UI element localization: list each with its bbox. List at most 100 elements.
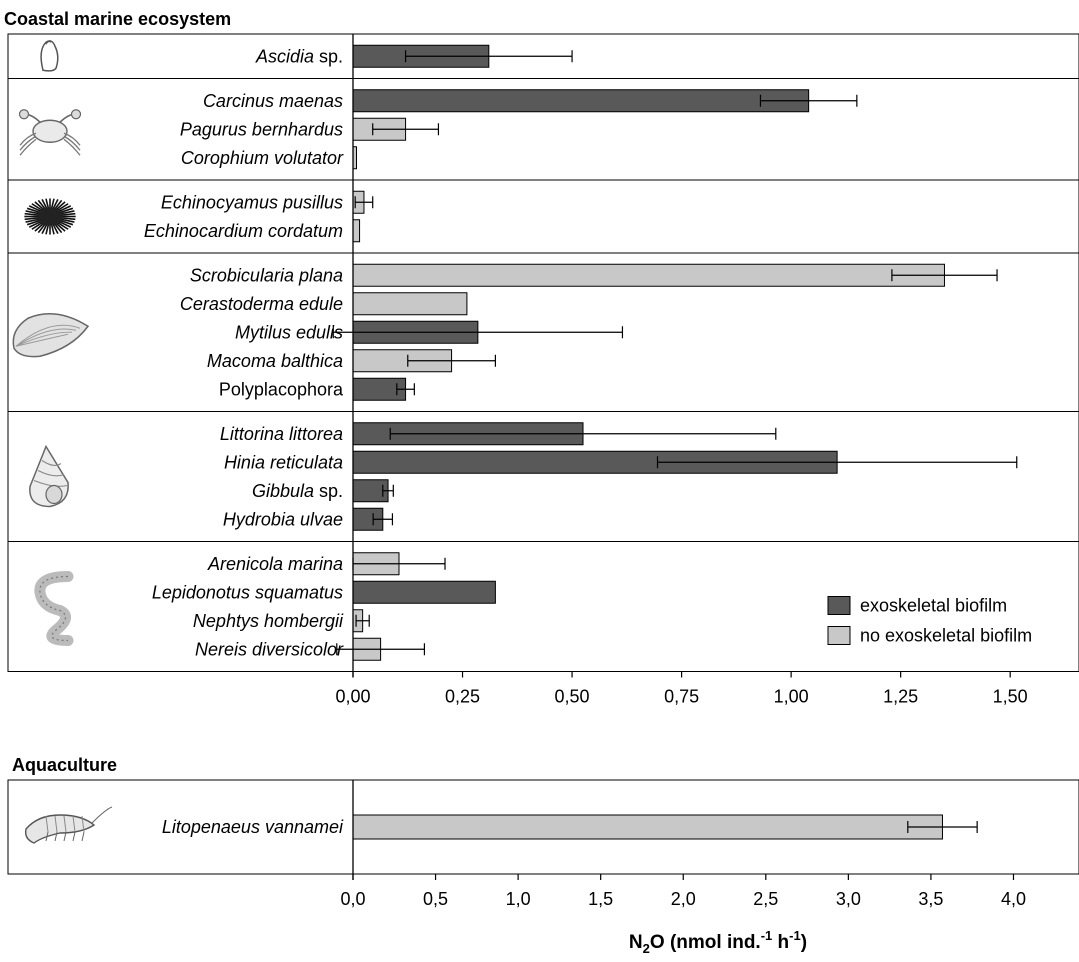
urchin-spine bbox=[50, 198, 55, 209]
shrimp-leg bbox=[45, 831, 49, 842]
species-group-0: Litopenaeus vannamei bbox=[24, 806, 978, 844]
urchin-spine bbox=[28, 205, 43, 213]
x-tick-label: 2,0 bbox=[671, 889, 696, 909]
species-label-littorina-littorea: Littorina littorea bbox=[220, 424, 343, 444]
crab-leg bbox=[19, 135, 37, 151]
mussel-growth-line bbox=[15, 331, 73, 347]
urchin-spine bbox=[31, 203, 44, 212]
species-label-macoma-balthica: Macoma balthica bbox=[207, 351, 343, 371]
species-name: Macoma balthica bbox=[207, 351, 343, 371]
x-tick-label: 1,00 bbox=[774, 687, 809, 707]
snail-aperture bbox=[45, 484, 63, 505]
species-group-4: Littorina littorea Hinia reticulata Gibbul… bbox=[29, 422, 1018, 531]
worm-body bbox=[34, 571, 74, 646]
crab-shell bbox=[32, 119, 68, 143]
crab-leg bbox=[63, 138, 81, 156]
aquaculture-panel-title: Aquaculture bbox=[12, 755, 117, 775]
sea-urchin-icon bbox=[24, 198, 76, 235]
bar-echinocardium-cordatum bbox=[352, 219, 361, 243]
species-name: Ascidia bbox=[255, 46, 314, 66]
species-label-cerastoderma-edule: Cerastoderma edule bbox=[180, 294, 343, 314]
coastal-marine-panel: Ascidia sp. Carcinus maenas Pagurus bernha… bbox=[7, 33, 1079, 707]
mussel-shell bbox=[12, 313, 90, 358]
x-tick-label: 0,0 bbox=[340, 889, 365, 909]
species-group-1: Carcinus maenas Pagurus bernhardus Corophi… bbox=[18, 89, 858, 170]
x-tick-label: 1,0 bbox=[506, 889, 531, 909]
species-label-carcinus-maenas: Carcinus maenas bbox=[203, 91, 343, 111]
panel-frame bbox=[7, 33, 1079, 672]
crab-leg bbox=[19, 138, 37, 156]
bar-cerastoderma-edule bbox=[352, 292, 468, 316]
x-tick-label: 2,5 bbox=[753, 889, 778, 909]
shrimp-segment bbox=[81, 815, 85, 833]
bar-lepidonotus-squamatus bbox=[352, 580, 496, 604]
crab-leg bbox=[63, 135, 81, 151]
species-label-mytilus-edulis: Mytilus edulis bbox=[235, 322, 343, 342]
crab-icon bbox=[18, 109, 82, 156]
snail-whorl bbox=[41, 460, 62, 466]
species-label-nereis-diversicolor: Nereis diversicolor bbox=[195, 639, 344, 659]
species-group-5: Arenicola marina Lepidonotus squamatus Nep… bbox=[34, 552, 496, 661]
legend-label-exoskeletal: exoskeletal biofilm bbox=[860, 596, 1007, 616]
crab-leg bbox=[63, 132, 81, 146]
worm-icon bbox=[34, 571, 74, 646]
species-name: Scrobicularia plana bbox=[190, 265, 343, 285]
species-suffix: sp. bbox=[314, 46, 343, 66]
species-name: Polyplacophora bbox=[219, 379, 344, 399]
species-name: Littorina littorea bbox=[220, 424, 343, 444]
species-name: Echinocardium cordatum bbox=[144, 221, 343, 241]
crab-claw bbox=[18, 109, 30, 120]
shrimp-leg bbox=[54, 831, 58, 842]
crab-claw bbox=[70, 109, 82, 120]
urchin-spine bbox=[52, 223, 59, 235]
species-name: Arenicola marina bbox=[207, 554, 343, 574]
species-label-pagurus-bernhardus: Pagurus bernhardus bbox=[180, 119, 343, 139]
chart-legend: exoskeletal biofilm no exoskeletal biofil… bbox=[827, 596, 1032, 646]
shrimp-icon bbox=[24, 806, 113, 844]
species-label-arenicola-marina: Arenicola marina bbox=[207, 554, 343, 574]
species-name: Corophium volutator bbox=[181, 148, 344, 168]
species-label-corophium-volutator: Corophium volutator bbox=[181, 148, 344, 168]
bar-scrobicularia-plana bbox=[352, 263, 945, 287]
x-tick-label: 1,50 bbox=[993, 687, 1028, 707]
urchin-spine bbox=[34, 201, 45, 211]
aquaculture-panel: Litopenaeus vannamei 0,0 0,5 1,0 1,5 2,0 2,5 3,… bbox=[7, 779, 1079, 909]
urchin-spine bbox=[55, 222, 66, 232]
species-label-echinocyamus-pusillus: Echinocyamus pusillus bbox=[161, 192, 343, 212]
species-name: Echinocyamus pusillus bbox=[161, 192, 343, 212]
x-tick-label: 0,75 bbox=[664, 687, 699, 707]
species-name: Carcinus maenas bbox=[203, 91, 343, 111]
species-label-echinocardium-cordatum: Echinocardium cordatum bbox=[144, 221, 343, 241]
urchin-spine bbox=[50, 224, 55, 235]
species-name: Mytilus edulis bbox=[235, 322, 343, 342]
species-label-scrobicularia-plana: Scrobicularia plana bbox=[190, 265, 343, 285]
x-tick-label: 1,5 bbox=[588, 889, 613, 909]
urchin-spine bbox=[41, 223, 48, 235]
urchin-spine bbox=[45, 224, 50, 235]
urchin-spine bbox=[34, 222, 45, 232]
snail-whorl bbox=[37, 470, 65, 477]
species-name: Litopenaeus vannamei bbox=[162, 817, 344, 837]
species-label-ascidia: Ascidia sp. bbox=[255, 46, 343, 66]
urchin-spine bbox=[52, 198, 59, 210]
worm-segments bbox=[39, 575, 69, 642]
urchin-spine bbox=[56, 221, 69, 230]
snail-icon bbox=[29, 444, 69, 508]
species-name: Cerastoderma edule bbox=[180, 294, 343, 314]
mussel-icon bbox=[12, 313, 90, 358]
urchin-spine bbox=[53, 223, 63, 234]
sea-squirt-siphon bbox=[45, 40, 52, 45]
x-tick-label: 0,00 bbox=[335, 687, 370, 707]
species-label-polyplacophora: Polyplacophora bbox=[219, 379, 344, 399]
species-suffix: sp. bbox=[314, 481, 343, 501]
shrimp-antenna bbox=[91, 806, 113, 824]
urchin-spine bbox=[45, 198, 50, 209]
shrimp-segment bbox=[72, 815, 76, 833]
species-name: Lepidonotus squamatus bbox=[152, 582, 343, 602]
species-group-2: Echinocyamus pusillus Echinocardium corda… bbox=[24, 190, 374, 243]
shrimp-segment bbox=[54, 815, 58, 833]
bar-carcinus-maenas bbox=[352, 89, 810, 113]
shrimp-leg bbox=[81, 831, 85, 842]
shrimp-segment bbox=[45, 815, 49, 833]
